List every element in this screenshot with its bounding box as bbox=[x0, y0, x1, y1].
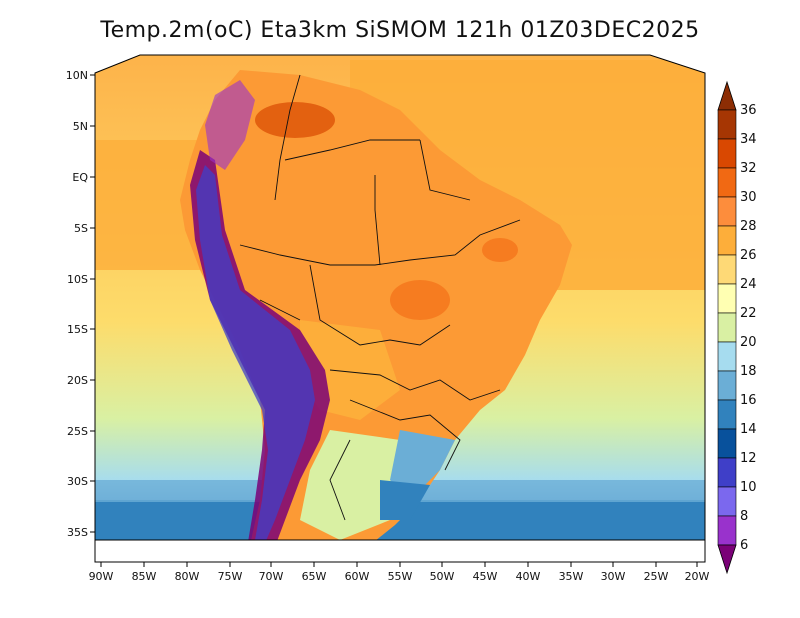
map-title: Temp.2m(oC) Eta3km SiSMOM 121h 01Z03DEC2… bbox=[100, 18, 700, 43]
colorbar-bin bbox=[717, 254, 737, 285]
lat-tick-label: 10N bbox=[66, 69, 88, 82]
lat-axis: 10N 5N EQ 5S 10S 15S 20S 25S 30S 35S bbox=[66, 69, 95, 539]
country-borders bbox=[239, 74, 521, 521]
lon-axis: 90W 85W 80W 75W 70W 65W 60W 55W 50W 45W … bbox=[89, 562, 710, 583]
colorbar-label: 36 bbox=[740, 103, 757, 118]
lon-tick-label: 80W bbox=[175, 570, 200, 583]
lat-tick-label: 15S bbox=[67, 323, 88, 336]
lat-tick-label: 5N bbox=[73, 120, 88, 133]
colorbar-label: 22 bbox=[740, 306, 757, 321]
lat-tick-label: 35S bbox=[67, 526, 88, 539]
lon-tick-label: 60W bbox=[345, 570, 370, 583]
lon-tick-label: 90W bbox=[89, 570, 114, 583]
colorbar-label: 8 bbox=[740, 509, 748, 524]
colorbar-label: 28 bbox=[740, 219, 757, 234]
colorbar-bin bbox=[717, 283, 737, 314]
colorbar-bin bbox=[717, 428, 737, 459]
lon-tick-label: 55W bbox=[388, 570, 413, 583]
lon-tick-label: 70W bbox=[259, 570, 284, 583]
colorbar-arrow-top bbox=[717, 80, 737, 111]
colorbar-bin bbox=[717, 399, 737, 430]
colorbar-label: 10 bbox=[740, 480, 757, 495]
colorbar-label: 6 bbox=[740, 538, 748, 553]
lon-tick-label: 25W bbox=[644, 570, 669, 583]
lon-tick-label: 50W bbox=[430, 570, 455, 583]
colorbar-label: 12 bbox=[740, 451, 757, 466]
lon-tick-label: 30W bbox=[601, 570, 626, 583]
lon-tick-label: 85W bbox=[132, 570, 157, 583]
colorbar-bin bbox=[717, 370, 737, 401]
lon-tick-label: 40W bbox=[516, 570, 541, 583]
lon-tick-label: 35W bbox=[559, 570, 584, 583]
colorbar-bin bbox=[717, 225, 737, 256]
colorbar-bin bbox=[717, 457, 737, 488]
lat-tick-label: 25S bbox=[67, 425, 88, 438]
colorbar-bin bbox=[717, 515, 737, 546]
lat-tick-label: EQ bbox=[72, 171, 88, 184]
lon-tick-label: 75W bbox=[218, 570, 243, 583]
colorbar-label: 16 bbox=[740, 393, 757, 408]
colorbar-bin bbox=[717, 109, 737, 140]
colorbar-label: 18 bbox=[740, 364, 757, 379]
colorbar-label: 24 bbox=[740, 277, 757, 292]
temperature-field bbox=[95, 55, 705, 540]
colorbar-bin bbox=[717, 486, 737, 517]
colorbar-arrow-bottom bbox=[717, 544, 737, 575]
colorbar-bin bbox=[717, 167, 737, 198]
colorbar-label: 14 bbox=[740, 422, 757, 437]
lon-tick-label: 65W bbox=[302, 570, 327, 583]
colorbar-label: 32 bbox=[740, 161, 757, 176]
lon-tick-label: 20W bbox=[685, 570, 710, 583]
colorbar-bin bbox=[717, 341, 737, 372]
colorbar: 36 34 32 30 28 26 24 22 20 18 16 14 12 10 8 6 bbox=[717, 80, 757, 575]
colorbar-label: 34 bbox=[740, 132, 757, 147]
lon-tick-label: 45W bbox=[473, 570, 498, 583]
colorbar-label: 26 bbox=[740, 248, 757, 263]
colorbar-label: 30 bbox=[740, 190, 757, 205]
lat-tick-label: 20S bbox=[67, 374, 88, 387]
colorbar-bin bbox=[717, 312, 737, 343]
lat-tick-label: 30S bbox=[67, 475, 88, 488]
colorbar-bin bbox=[717, 138, 737, 169]
lat-tick-label: 10S bbox=[67, 273, 88, 286]
colorbar-bin bbox=[717, 196, 737, 227]
lat-tick-label: 5S bbox=[74, 222, 88, 235]
colorbar-label: 20 bbox=[740, 335, 757, 350]
